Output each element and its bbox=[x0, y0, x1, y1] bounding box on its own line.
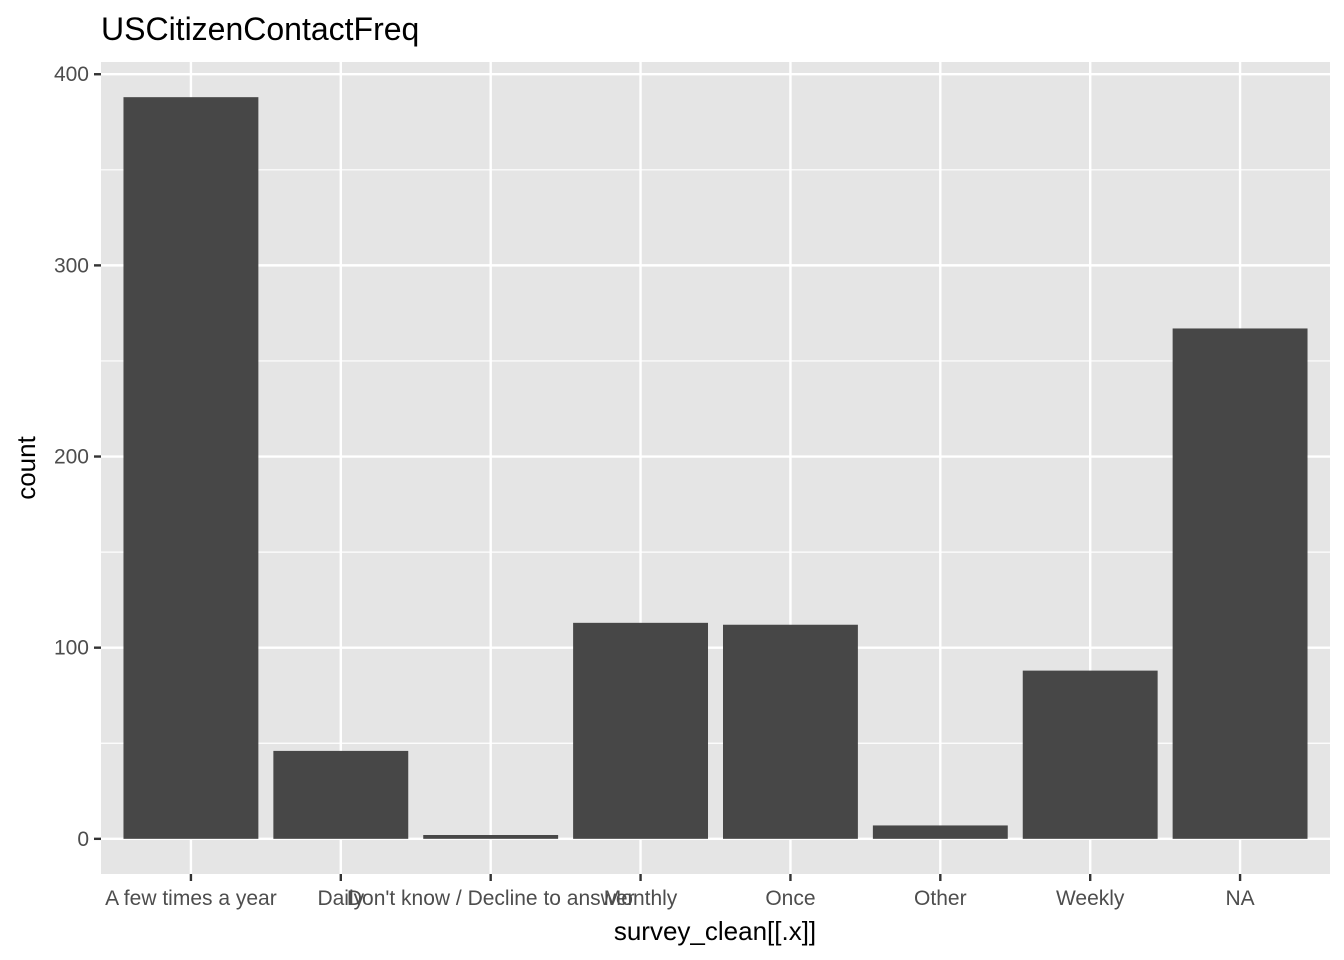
bar bbox=[123, 97, 259, 839]
bars bbox=[123, 97, 1308, 839]
y-axis-title: count bbox=[11, 435, 41, 499]
x-tick-label: Don't know / Decline to answer bbox=[347, 887, 635, 910]
x-tick-label: NA bbox=[1225, 887, 1254, 910]
bar bbox=[423, 835, 559, 839]
y-tick-label: 0 bbox=[77, 828, 89, 851]
y-tick-label: 200 bbox=[54, 446, 89, 469]
bar bbox=[872, 825, 1008, 839]
y-tick-label: 100 bbox=[54, 637, 89, 660]
bar bbox=[722, 624, 858, 839]
chart-title: USCitizenContactFreq bbox=[101, 11, 419, 47]
bar bbox=[273, 750, 409, 839]
x-tick-label: A few times a year bbox=[105, 887, 277, 910]
y-tick-label: 400 bbox=[54, 63, 89, 86]
bar bbox=[573, 622, 709, 839]
x-tick-label: Monthly bbox=[604, 887, 678, 910]
y-axis: 0 100 200 300 400 bbox=[54, 63, 101, 851]
x-tick-label: Daily bbox=[317, 887, 364, 910]
y-tick-label: 300 bbox=[54, 254, 89, 277]
x-tick-label: Other bbox=[914, 887, 967, 910]
bar bbox=[1172, 328, 1308, 839]
x-tick-label: Once bbox=[765, 887, 815, 910]
x-tick-label: Weekly bbox=[1056, 887, 1125, 910]
bar bbox=[1022, 670, 1158, 839]
x-axis-title: survey_clean[[.x]] bbox=[614, 916, 816, 946]
